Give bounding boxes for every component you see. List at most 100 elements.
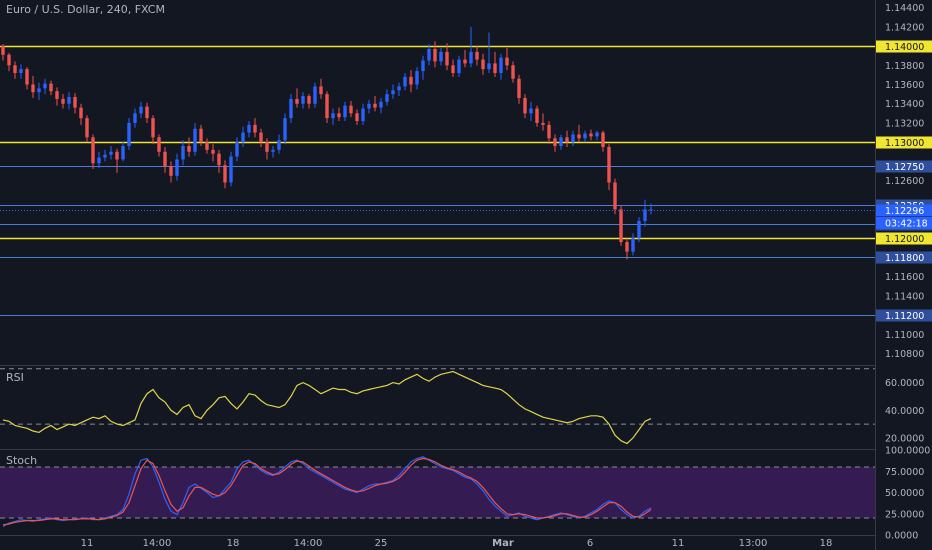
candle-body [475, 51, 479, 60]
candle-body [421, 60, 425, 72]
candle-body [385, 94, 389, 102]
key-level-price-tag [876, 40, 932, 53]
candle-body [13, 65, 17, 73]
time-tick-label: 25 [375, 538, 388, 549]
time-tick-label: 13:00 [739, 538, 768, 549]
candle-body [397, 86, 401, 91]
candle-body [1, 46, 5, 55]
candle-body [295, 98, 299, 104]
candle-body [511, 65, 515, 79]
symbol-title: Euro / U.S. Dollar, 240, FXCM [6, 3, 165, 16]
candle-body [193, 128, 197, 152]
candle-body [307, 96, 311, 104]
level-price-tag [876, 251, 932, 264]
candle-body [607, 146, 611, 183]
candle-body [319, 86, 323, 95]
price-tick-label: 1.12600 [885, 176, 924, 187]
level-price-tag [876, 160, 932, 173]
price-tick-label: 1.10800 [885, 349, 924, 360]
candle-body [205, 142, 209, 150]
stoch-pane-label: Stoch [6, 454, 38, 467]
time-tick-label: 11 [81, 538, 94, 549]
candle-body [241, 132, 245, 143]
candle-body [229, 156, 233, 183]
rsi-tick-label: 40.0000 [885, 406, 924, 417]
candle-body [523, 97, 527, 114]
stoch-tick-label: 50.0000 [885, 488, 924, 499]
time-tick-label: Mar [492, 538, 514, 549]
candle-body [181, 146, 185, 160]
key-level-price-label: 1.14000 [885, 42, 924, 53]
candle-body [199, 128, 203, 143]
candle-body [139, 106, 143, 114]
candle-body [469, 51, 473, 64]
candle-body [361, 108, 365, 122]
key-level-price-label: 1.12000 [885, 234, 924, 245]
candle-body [337, 113, 341, 118]
candle-body [187, 146, 191, 152]
candle-body [505, 57, 509, 66]
candle-body [541, 122, 545, 125]
price-tick-label: 1.11600 [885, 272, 924, 283]
price-tick-label: 1.13200 [885, 118, 924, 129]
candle-body [79, 107, 83, 119]
time-tick-label: 18 [227, 538, 240, 549]
candle-body [85, 118, 89, 138]
candle-body [223, 165, 227, 183]
candle-body [463, 59, 467, 64]
candle-body [91, 137, 95, 164]
candle-body [301, 96, 305, 104]
price-tick-label: 1.14200 [885, 22, 924, 33]
price-tick-label: 1.14400 [885, 3, 924, 14]
candle-body [133, 113, 137, 123]
candle-body [499, 57, 503, 73]
candle-body [271, 149, 275, 152]
level-price-tag [876, 309, 932, 322]
candle-body [547, 124, 551, 139]
candle-body [259, 132, 263, 143]
price-tick-label: 1.13600 [885, 80, 924, 91]
candle-body [595, 132, 599, 137]
stoch-tick-label: 0.0000 [885, 531, 918, 542]
candle-body [451, 65, 455, 73]
candle-body [31, 84, 35, 93]
candle-body [247, 124, 251, 133]
time-tick-label: 14:00 [294, 538, 323, 549]
candle-body [289, 98, 293, 119]
candle-body [379, 101, 383, 108]
candle-body [439, 51, 443, 62]
time-tick-label: 18 [820, 538, 833, 549]
candle-body [571, 134, 575, 143]
candle-body [601, 132, 605, 147]
candle-body [415, 71, 419, 85]
candle-body [331, 113, 335, 119]
price-tick-label: 1.11400 [885, 291, 924, 302]
candle-body [313, 86, 317, 104]
candle-body [115, 151, 119, 160]
candle-body [535, 108, 539, 123]
candle-body [631, 238, 635, 252]
candle-body [73, 97, 77, 108]
candle-body [145, 106, 149, 119]
candle-body [253, 124, 257, 133]
candle-body [481, 59, 485, 70]
candle-body [235, 142, 239, 157]
price-tick-label: 1.13800 [885, 61, 924, 72]
key-level-price-tag [876, 232, 932, 245]
candle-body [367, 103, 371, 109]
level-price-label: 1.12750 [885, 162, 924, 173]
candle-body [487, 63, 491, 70]
candle-body [265, 142, 269, 152]
candle-body [157, 137, 161, 152]
stoch-tick-label: 75.0000 [885, 467, 924, 478]
candle-body [403, 76, 407, 87]
candle-body [457, 59, 461, 73]
rsi-pane-label: RSI [6, 371, 24, 384]
candle-body [355, 113, 359, 122]
level-price-label: 1.11800 [885, 253, 924, 264]
candle-body [643, 209, 647, 221]
price-tick-label: 1.11000 [885, 330, 924, 341]
candle-body [127, 122, 131, 146]
